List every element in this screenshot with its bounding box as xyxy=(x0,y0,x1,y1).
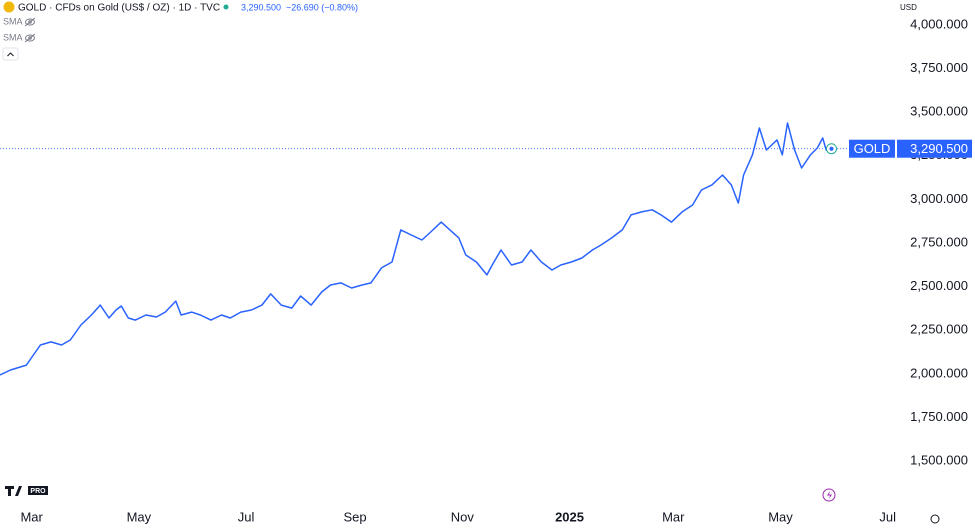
settings-icon[interactable] xyxy=(930,514,940,524)
status-dot xyxy=(223,4,229,10)
currency-label[interactable]: USD xyxy=(900,3,917,12)
x-tick-label: Sep xyxy=(344,509,367,524)
alert-bolt xyxy=(827,491,832,499)
x-tick-label: May xyxy=(768,509,793,524)
y-tick-label: 1,500.000 xyxy=(910,452,968,467)
x-tick-label: Jul xyxy=(879,509,896,524)
y-tick-label: 3,000.000 xyxy=(910,191,968,206)
collapse-button[interactable] xyxy=(2,47,19,61)
last-point-dot xyxy=(829,146,834,151)
y-tick-label: 3,500.000 xyxy=(910,104,968,119)
logo[interactable]: PRO xyxy=(5,486,48,496)
price-badge-label: 3,290.500 xyxy=(910,141,968,156)
chart-title: GOLD · CFDs on Gold (US$ / OZ) · 1D · TV… xyxy=(18,3,220,14)
visibility-icons[interactable] xyxy=(24,17,36,43)
x-tick-label: Mar xyxy=(20,509,43,524)
header-change: −26.690 (−0.80%) xyxy=(286,2,358,12)
y-tick-label: 4,000.000 xyxy=(910,16,968,31)
collapse-arrow xyxy=(7,52,14,57)
x-tick-label: May xyxy=(127,509,152,524)
x-tick-label: Mar xyxy=(662,509,685,524)
x-tick-label: 2025 xyxy=(555,509,584,524)
x-tick-label: Jul xyxy=(238,509,255,524)
symbol-icon xyxy=(3,1,15,13)
y-tick-label: 2,750.000 xyxy=(910,234,968,249)
y-tick-label: 1,750.000 xyxy=(910,409,968,424)
y-tick-label: 2,250.000 xyxy=(910,322,968,337)
price-line xyxy=(0,122,832,376)
y-tick-label: 2,500.000 xyxy=(910,278,968,293)
indicator-label[interactable]: SMA xyxy=(3,32,23,42)
y-tick-label: 2,000.000 xyxy=(910,365,968,380)
indicator-label[interactable]: SMA xyxy=(3,16,23,26)
x-tick-label: Nov xyxy=(451,509,475,524)
symbol-badge-label: GOLD xyxy=(854,141,891,156)
header-price: 3,290.500 xyxy=(241,2,281,12)
y-tick-label: 3,750.000 xyxy=(910,60,968,75)
alert-icon[interactable] xyxy=(822,488,836,502)
price-badge xyxy=(897,139,972,158)
logo-badge: PRO xyxy=(30,488,46,495)
symbol-badge xyxy=(849,139,895,158)
